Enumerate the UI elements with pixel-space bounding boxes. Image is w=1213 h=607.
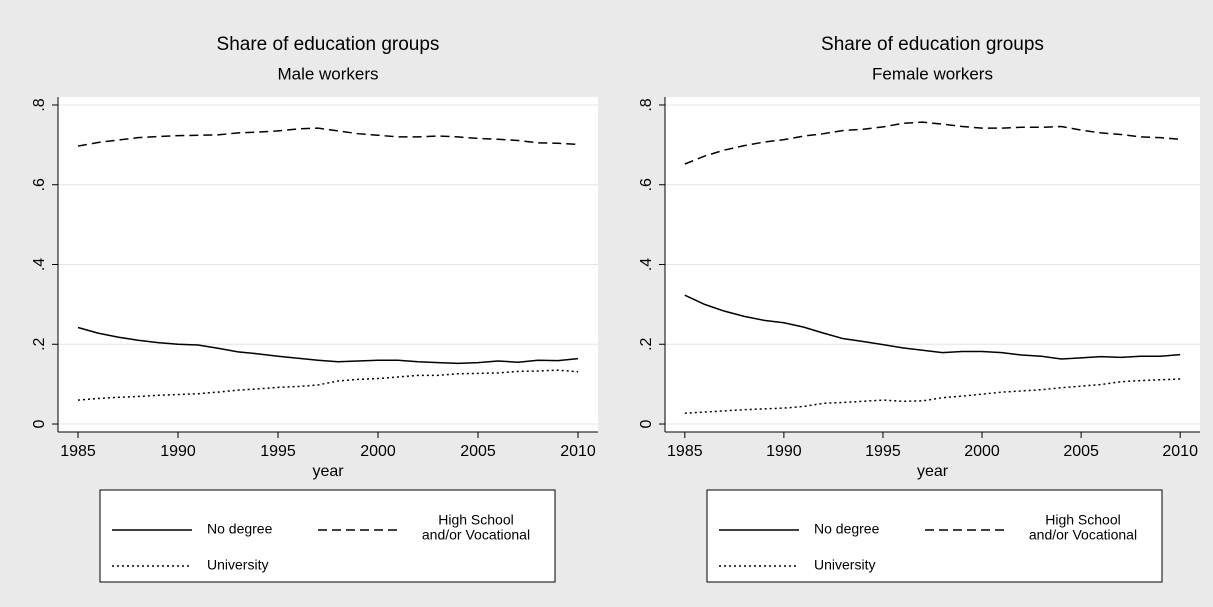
series-line [684, 121, 1181, 165]
y-tick-label: .4 [638, 258, 655, 271]
y-tick-label: .8 [31, 98, 48, 111]
series-line [77, 326, 579, 365]
x-tick-label: 2005 [460, 443, 496, 460]
x-tick-label: 1995 [865, 443, 901, 460]
x-axis-label: year [917, 463, 949, 480]
legend-label: University [814, 557, 875, 573]
y-tick-label: .2 [31, 337, 48, 350]
y-tick-label: .4 [31, 258, 48, 271]
chart-title: Share of education groups [821, 34, 1044, 55]
chart-subtitle: Male workers [277, 64, 378, 83]
text-line: and/or Vocational [422, 526, 530, 542]
chart-title: Share of education groups [217, 34, 440, 55]
x-axis-label: year [312, 463, 344, 480]
legend-label: No degree [207, 521, 273, 537]
legend-box [706, 489, 1163, 583]
x-tick-label: 1995 [260, 443, 296, 460]
legend-label: High School and/or Vocational [1029, 511, 1137, 542]
x-tick-label: 2000 [360, 443, 396, 460]
legend-label: University [207, 557, 268, 573]
legend-label: No degree [814, 521, 880, 537]
x-tick-label: 2010 [560, 443, 596, 460]
x-tick-label: 1990 [766, 443, 802, 460]
x-tick-label: 2000 [964, 443, 1000, 460]
legend-label: High School and/or Vocational [422, 511, 530, 542]
x-tick-label: 2010 [1162, 443, 1198, 460]
series-line [77, 369, 579, 401]
y-tick-label: .6 [638, 178, 655, 191]
y-tick-label: 0 [638, 419, 655, 428]
text-line: and/or Vocational [1029, 526, 1137, 542]
y-tick-label: .2 [638, 337, 655, 350]
legend-box [99, 489, 556, 583]
text-line: High School [1045, 511, 1121, 527]
x-tick-label: 1985 [667, 443, 703, 460]
x-tick-label: 1985 [60, 443, 96, 460]
text-line: High School [438, 511, 514, 527]
series-line [684, 294, 1181, 360]
y-tick-label: .8 [638, 98, 655, 111]
chart-subtitle: Female workers [872, 64, 993, 83]
y-tick-label: 0 [31, 419, 48, 428]
x-tick-label: 1990 [160, 443, 196, 460]
x-tick-label: 2005 [1063, 443, 1099, 460]
y-tick-label: .6 [31, 178, 48, 191]
